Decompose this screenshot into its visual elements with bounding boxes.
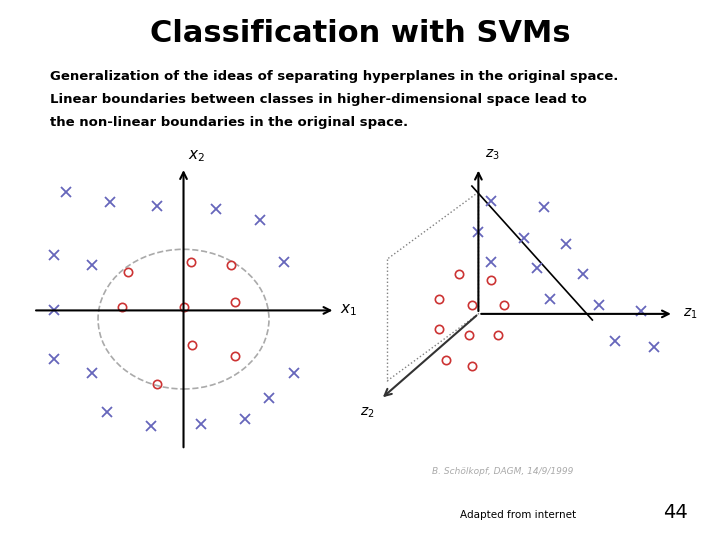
Text: $z_2$: $z_2$ [360, 405, 374, 420]
Text: Linear boundaries between classes in higher-dimensional space lead to: Linear boundaries between classes in hig… [50, 93, 588, 106]
Text: $x_1$: $x_1$ [340, 302, 357, 318]
Text: Generalization of the ideas of separating hyperplanes in the original space.: Generalization of the ideas of separatin… [50, 70, 618, 83]
Text: Classification with SVMs: Classification with SVMs [150, 19, 570, 48]
Text: 44: 44 [663, 503, 688, 522]
Text: $x_2$: $x_2$ [188, 148, 205, 164]
Text: the non-linear boundaries in the original space.: the non-linear boundaries in the origina… [50, 116, 408, 129]
Text: $z_1$: $z_1$ [683, 307, 698, 321]
Text: $z_3$: $z_3$ [485, 147, 500, 161]
Text: Adapted from internet: Adapted from internet [460, 510, 577, 521]
Text: B. Schölkopf, DAGM, 14/9/1999: B. Schölkopf, DAGM, 14/9/1999 [432, 467, 573, 476]
